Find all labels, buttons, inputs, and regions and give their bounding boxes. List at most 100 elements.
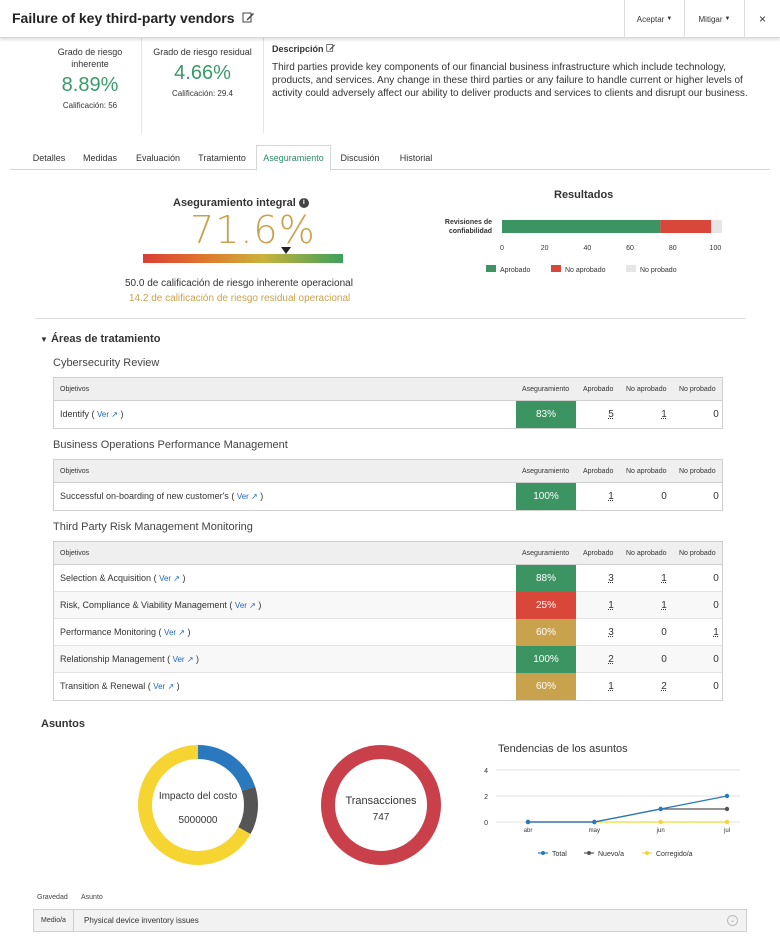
bar-segment[interactable] <box>660 220 711 233</box>
view-link[interactable]: Ver ↗ <box>173 655 194 664</box>
column-header-not-tested[interactable]: No probado <box>679 550 716 557</box>
view-link-label: Ver <box>236 492 249 501</box>
column-header-not-tested[interactable]: No probado <box>679 386 716 393</box>
gauge-marker <box>281 247 292 254</box>
tab-discusion[interactable]: Discusión <box>340 152 380 163</box>
legend-swatch <box>626 265 636 272</box>
edit-icon[interactable] <box>242 10 255 26</box>
legend-swatch <box>486 265 496 272</box>
data-point[interactable] <box>724 793 730 799</box>
inherent-operational-text: 50.0 de calificación de riesgo inherente… <box>125 278 353 289</box>
tab-historial[interactable]: Historial <box>399 152 433 163</box>
expand-icon[interactable]: ⌄ <box>727 915 738 926</box>
cost-label: Impacto del costo <box>158 791 238 802</box>
data-point[interactable] <box>724 819 730 825</box>
tab-evaluacion[interactable]: Evaluación <box>135 152 181 163</box>
close-icon: × <box>758 12 766 26</box>
donut-slice[interactable] <box>138 745 258 865</box>
column-header-not-approved[interactable]: No aprobado <box>626 386 667 393</box>
view-link[interactable]: Ver ↗ <box>235 601 256 610</box>
legend-swatch <box>551 265 561 272</box>
x-tick-label: may <box>589 828 600 834</box>
count-not-tested: 0 <box>713 573 719 584</box>
title-text: Failure of key third-party vendors <box>12 10 235 26</box>
objective-label: Relationship Management <box>60 654 165 664</box>
donut-slice[interactable] <box>321 745 441 865</box>
column-header-approved[interactable]: Aprobado <box>583 550 614 557</box>
count-approved[interactable]: 3 <box>608 627 614 638</box>
column-header-assurance[interactable]: Aseguramiento <box>522 550 570 557</box>
count-approved[interactable]: 3 <box>608 573 614 584</box>
mitigate-button[interactable]: Mitigar ▼ <box>684 0 744 38</box>
objective-name: Performance Monitoring ( Ver ↗ ) <box>60 627 191 637</box>
table-header: Objetivos Aseguramiento Aprobado No aprobad… <box>54 542 722 565</box>
column-header-not-tested[interactable]: No probado <box>679 468 716 475</box>
assurance-cell: 88% <box>516 565 576 592</box>
count-not-tested: 0 <box>713 654 719 665</box>
legend-marker <box>645 851 649 855</box>
bar-segment[interactable] <box>711 220 722 233</box>
view-link[interactable]: Ver ↗ <box>153 682 174 691</box>
group-title: Cybersecurity Review <box>53 357 160 369</box>
view-link-label: Ver <box>234 601 247 610</box>
close-button[interactable]: × <box>744 0 780 38</box>
info-icon[interactable]: i <box>298 198 309 209</box>
column-header-assurance[interactable]: Aseguramiento <box>522 468 570 475</box>
residual-risk: Grado de riesgo residual 4.66% Calificac… <box>145 38 260 98</box>
count-approved[interactable]: 1 <box>608 681 614 692</box>
issue-row[interactable]: Medio/a Physical device inventory issues… <box>33 909 747 932</box>
view-link[interactable]: Ver ↗ <box>159 574 180 583</box>
results-title: Resultados <box>554 189 614 201</box>
count-not-approved[interactable]: 1 <box>661 409 667 420</box>
view-link[interactable]: Ver ↗ <box>97 410 118 419</box>
table-header: Objetivos Aseguramiento Aprobado No aprobad… <box>54 460 722 483</box>
tab-aseguramiento[interactable]: Aseguramiento <box>256 145 331 171</box>
count-approved[interactable]: 1 <box>608 600 614 611</box>
tab-detalles[interactable]: Detalles <box>32 152 66 163</box>
cost-value: 5000000 <box>178 815 218 826</box>
column-header-approved[interactable]: Aprobado <box>583 468 614 475</box>
data-point[interactable] <box>658 819 663 825</box>
tab-medidas[interactable]: Medidas <box>82 152 118 163</box>
edit-icon[interactable] <box>326 44 336 54</box>
data-point[interactable] <box>724 806 730 812</box>
data-point[interactable] <box>658 806 663 812</box>
data-point[interactable] <box>592 819 597 825</box>
count-approved[interactable]: 1 <box>608 491 614 502</box>
view-link[interactable]: Ver ↗ <box>164 628 185 637</box>
accept-button[interactable]: Aceptar ▼ <box>624 0 684 38</box>
column-header-objective[interactable]: Objetivos <box>60 468 90 475</box>
objective-label: Identify <box>60 409 90 419</box>
column-header-assurance[interactable]: Aseguramiento <box>522 386 570 393</box>
inherent-label: Grado de riesgo inherente <box>57 47 123 69</box>
group-title: Third Party Risk Management Monitoring <box>53 521 253 533</box>
count-not-approved[interactable]: 1 <box>661 600 667 611</box>
legend-label[interactable]: Total <box>552 851 567 858</box>
table-row: Risk, Compliance & Viability Management … <box>54 592 722 619</box>
column-header-not-approved[interactable]: No aprobado <box>626 468 667 475</box>
column-header-not-approved[interactable]: No aprobado <box>626 550 667 557</box>
count-not-tested[interactable]: 1 <box>713 627 719 638</box>
external-link-icon: ↗ <box>184 655 194 664</box>
column-header-approved[interactable]: Aprobado <box>583 386 614 393</box>
tab-tratamiento[interactable]: Tratamiento <box>198 152 246 163</box>
bar-segment[interactable] <box>502 220 661 233</box>
count-approved[interactable]: 2 <box>608 654 614 665</box>
data-point[interactable] <box>525 819 531 825</box>
severity-value: Medio/a <box>34 910 74 931</box>
residual-label: Grado de riesgo residual <box>153 47 252 57</box>
count-approved[interactable]: 5 <box>608 409 614 420</box>
view-link[interactable]: Ver ↗ <box>237 492 258 501</box>
legend-label[interactable]: Corregido/a <box>656 851 693 858</box>
column-header-objective[interactable]: Objetivos <box>60 386 90 393</box>
column-header-objective[interactable]: Objetivos <box>60 550 90 557</box>
treatment-areas-toggle[interactable]: ▼ Áreas de tratamiento <box>40 333 160 345</box>
count-not-tested: 0 <box>713 409 719 420</box>
count-not-approved[interactable]: 2 <box>661 681 667 692</box>
severity-header: Gravedad <box>37 894 68 901</box>
x-tick-label: jul <box>723 828 730 834</box>
legend-label[interactable]: Nuevo/a <box>598 851 624 858</box>
count-not-approved[interactable]: 1 <box>661 573 667 584</box>
donut-slice[interactable] <box>138 745 258 865</box>
objective-name: Transition & Renewal ( Ver ↗ ) <box>60 681 180 691</box>
